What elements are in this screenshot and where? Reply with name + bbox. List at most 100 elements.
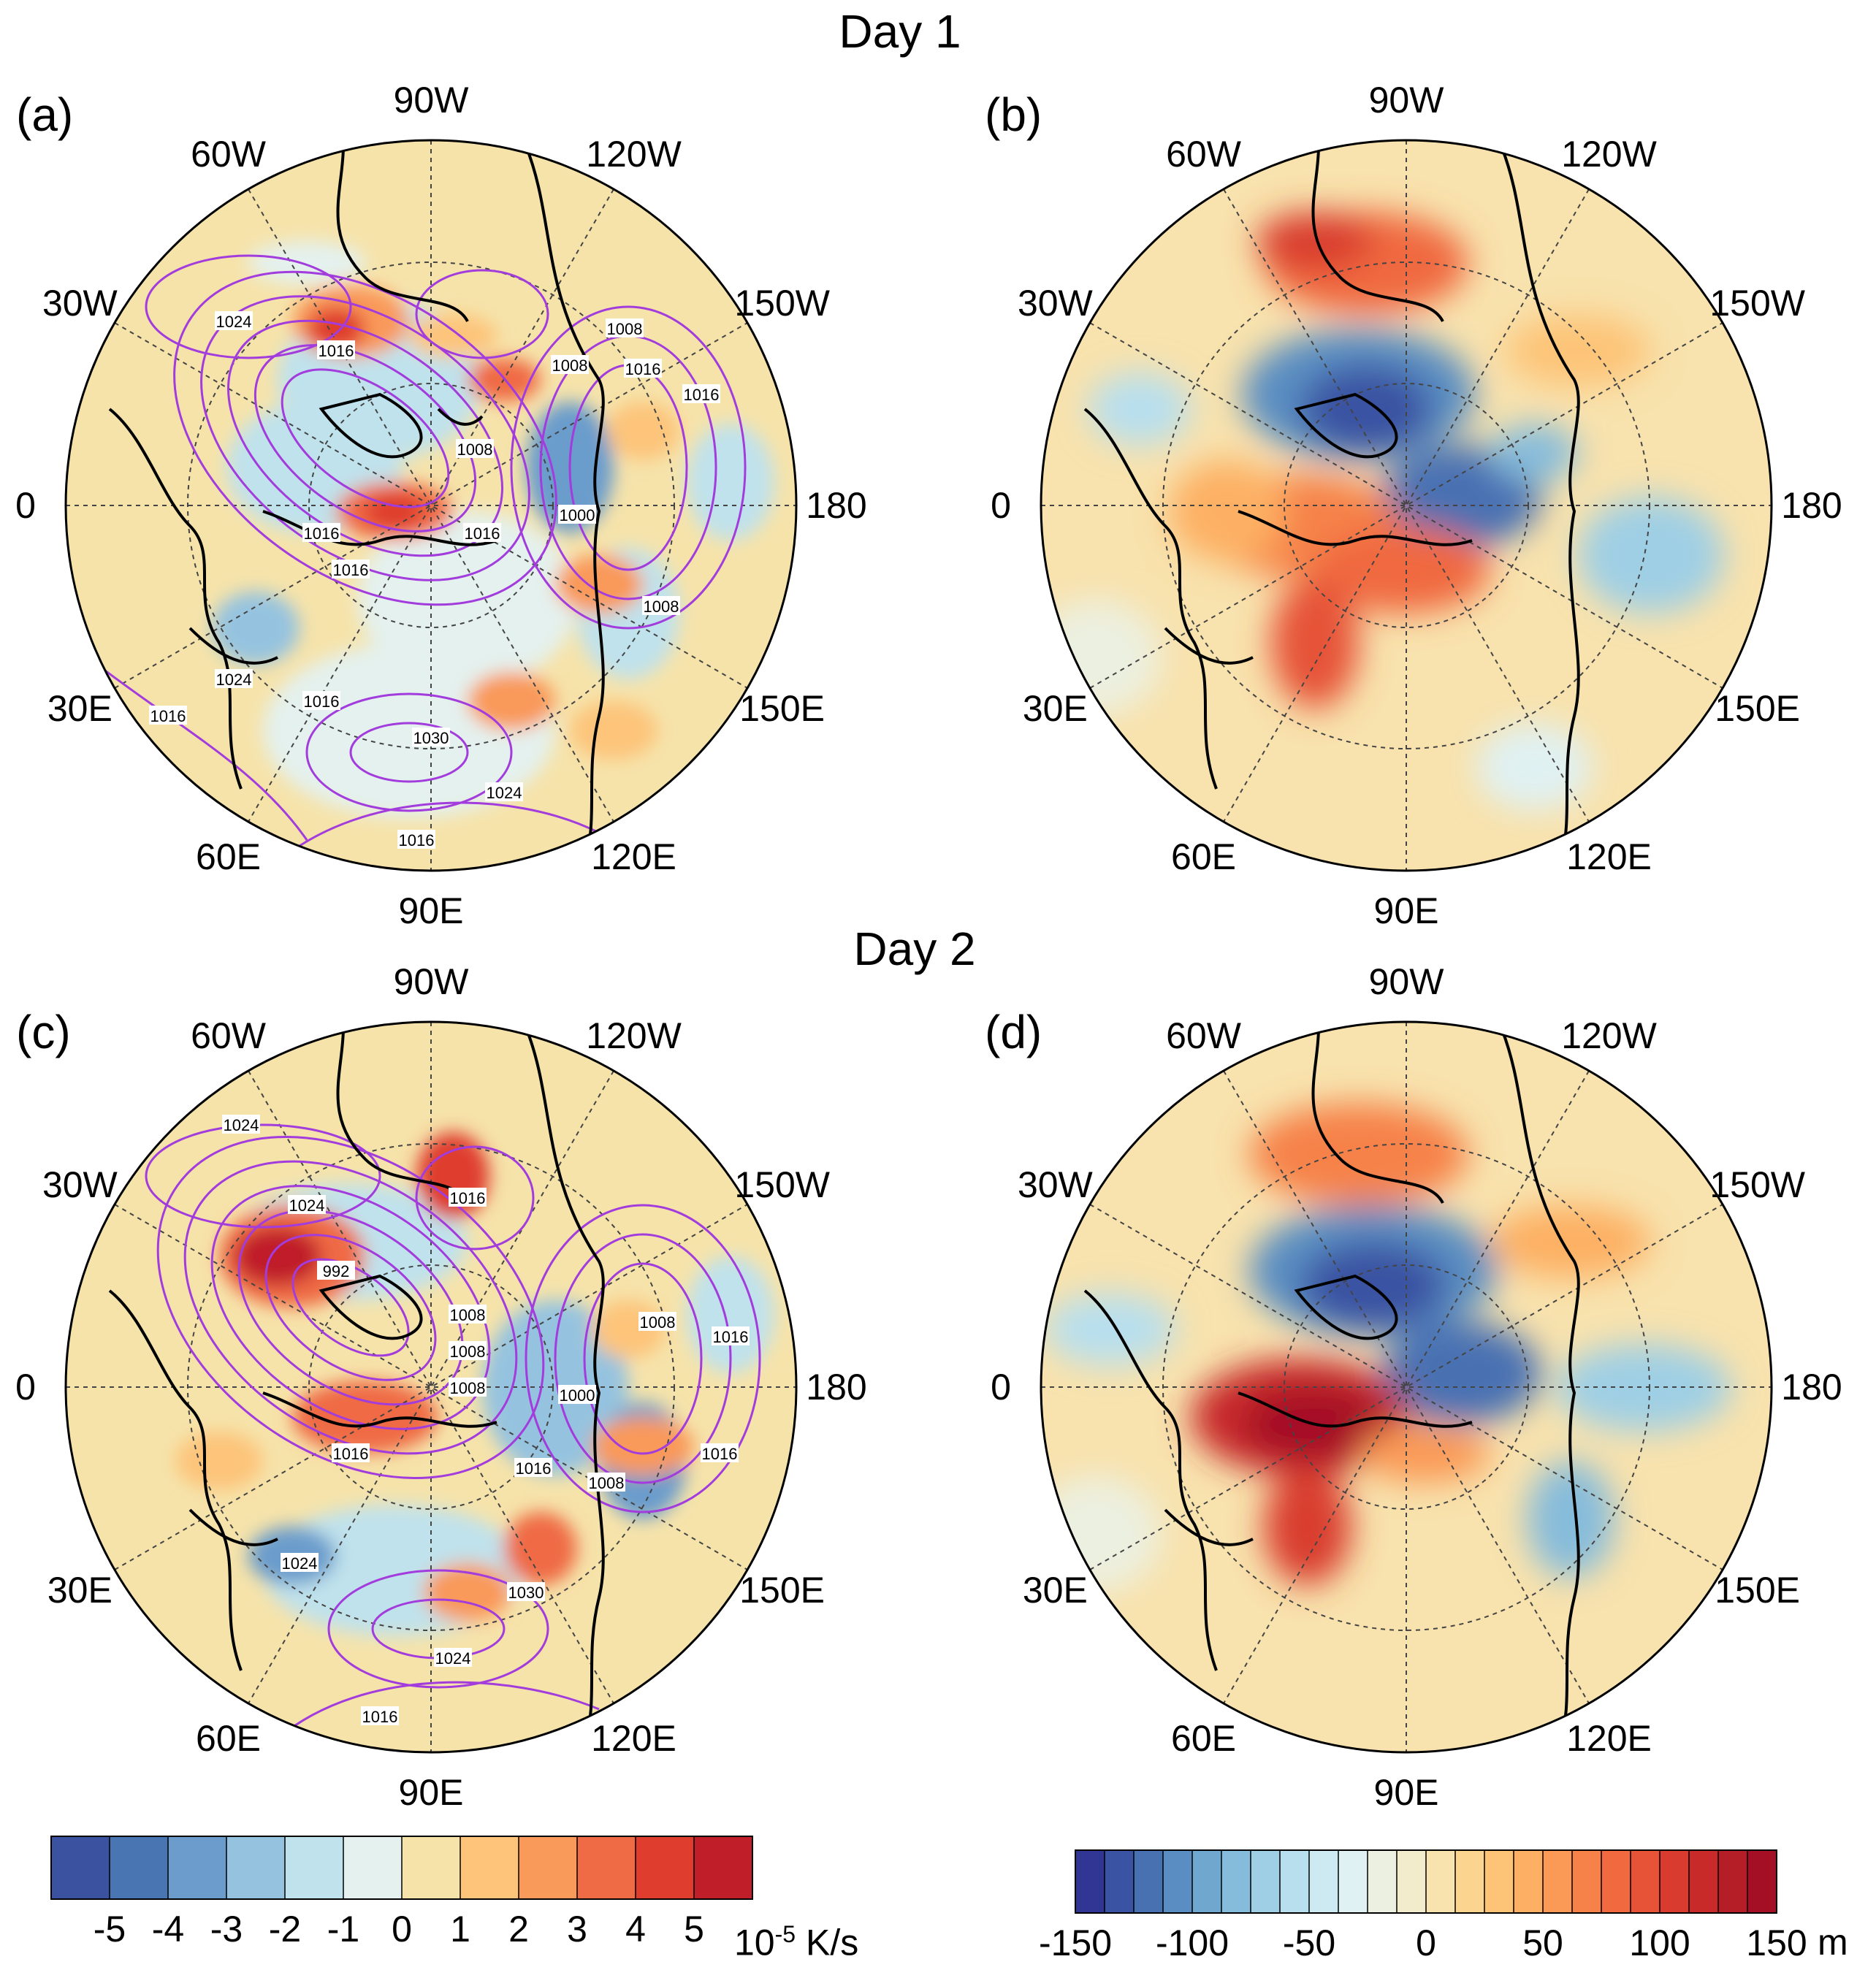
panel-a: 1024 1016 1016 1008 1016 1016 1008 1000 1008 1016…	[64, 139, 798, 872]
longitude-label: 0	[991, 485, 1011, 526]
isobar-label: 1000	[558, 1385, 596, 1405]
colorbar-swatch	[110, 1836, 169, 1899]
longitude-label: 120W	[1561, 1015, 1657, 1057]
longitude-label: 180	[1781, 1367, 1842, 1408]
isobar-label: 1008	[587, 1473, 625, 1492]
longitude-label: 60E	[196, 1717, 261, 1759]
isobar-label: 1016	[701, 1443, 739, 1463]
longitude-label: 30E	[47, 1569, 113, 1611]
isobar-label: 1024	[222, 1115, 260, 1134]
isobar-label-text: 1016	[465, 524, 500, 543]
isobar-label: 1016	[317, 340, 355, 360]
colorbar-swatch	[1514, 1850, 1544, 1913]
longitude-label: 30E	[47, 687, 113, 729]
isobar-label-text: 1000	[560, 506, 595, 524]
colorbar-swatch	[694, 1836, 753, 1899]
longitude-label: 120E	[591, 836, 676, 877]
isobar-label: 1008	[551, 355, 589, 375]
panel-a-isobars	[87, 254, 747, 863]
colorbar-swatch	[1163, 1850, 1193, 1913]
isobar-label: 1030	[507, 1582, 545, 1602]
isobar-label: 1024	[215, 311, 253, 331]
isobar-label: 1016	[514, 1458, 552, 1478]
longitude-label: 60W	[1166, 1015, 1241, 1057]
colorbar-swatch	[1221, 1850, 1251, 1913]
isobar-label: 1008	[638, 1312, 676, 1332]
panel-c-isobar-labels: 1024 1024 1016 992 1008 1016 1008 1008 1016 1000 1…	[222, 1115, 750, 1726]
longitude-label: 60E	[196, 836, 261, 877]
isobar-label: 1016	[332, 560, 370, 579]
panel-a-coastlines	[108, 145, 605, 863]
panel-c-graticule	[66, 1022, 796, 1752]
isobar-label-text: 1008	[450, 1343, 486, 1361]
colorbar-tick-label: 2	[508, 1909, 529, 1950]
isobar-label: 1016	[149, 706, 187, 725]
isobar-label-text: 1024	[216, 671, 252, 689]
longitude-label: 60W	[191, 1015, 266, 1057]
colorbar-tick-label: -3	[210, 1909, 243, 1950]
isobar-label-text: 1024	[289, 1196, 325, 1215]
unit-rest: K/s	[796, 1922, 859, 1963]
colorbar-tick-label: -50	[1282, 1922, 1336, 1963]
isobar-label-text: 1016	[702, 1445, 738, 1463]
panel-d-coastlines	[1083, 1027, 1580, 1744]
longitude-label: 90E	[398, 890, 464, 931]
isobar-label-text: 1008	[552, 356, 588, 375]
colorbar-tick-label: 5	[684, 1909, 704, 1950]
panel-d	[1040, 1020, 1773, 1754]
isobar-label-text: 1016	[516, 1459, 552, 1478]
colorbar-tick-label: 0	[1416, 1922, 1436, 1963]
longitude-label: 120W	[586, 1015, 682, 1057]
isobar-label-text: 1016	[150, 707, 186, 725]
isobar-label: 1008	[642, 596, 680, 616]
isobar-label: 1000	[558, 505, 596, 524]
isobar-label: 1016	[682, 384, 720, 404]
longitude-label: 120W	[1561, 134, 1657, 175]
colorbar-swatch	[1631, 1850, 1660, 1913]
panel-b-coastlines	[1083, 145, 1580, 863]
panel-c-label: (c)	[16, 1006, 71, 1058]
colorbar-tick-label: 4	[625, 1909, 646, 1950]
isobar-label: 1016	[624, 359, 662, 378]
panel-b-label: (b)	[985, 88, 1042, 141]
colorbar-swatch	[1572, 1850, 1602, 1913]
isobar-label: 1008	[606, 318, 644, 338]
colorbar-temperature-tendency	[50, 1836, 753, 1900]
isobar-label-text: 1008	[589, 1474, 625, 1492]
isobar-label-text: 1008	[450, 1306, 486, 1324]
colorbar-frame	[50, 1836, 753, 1900]
longitude-label: 90E	[398, 1772, 464, 1813]
colorbar-swatch	[1484, 1850, 1514, 1913]
panel-a-shading	[212, 241, 774, 818]
longitude-label: 30E	[1022, 1569, 1088, 1611]
colorbar-tick-label: -1	[327, 1909, 360, 1950]
longitude-label: 30W	[1017, 282, 1093, 324]
longitude-label: 90W	[1368, 961, 1444, 1002]
longitude-label: 60E	[1171, 836, 1236, 877]
panel-d-label: (d)	[985, 1006, 1042, 1058]
colorbar-swatch	[1426, 1850, 1456, 1913]
isobar-label: 1016	[449, 1188, 487, 1207]
panel-c-coastlines	[108, 1027, 605, 1744]
isobar-label: 1008	[449, 1378, 487, 1397]
colorbar-swatch	[1543, 1850, 1573, 1913]
isobar-label-text: 1016	[304, 524, 340, 543]
isobar-label: 1016	[302, 691, 340, 711]
colorbar-swatch	[460, 1836, 519, 1899]
colorbar-swatch	[1338, 1850, 1368, 1913]
longitude-label: 30W	[1017, 1164, 1093, 1205]
longitude-label: 150E	[739, 1569, 825, 1611]
isobar-label-text: 1008	[640, 1313, 676, 1332]
isobar-label-text: 1008	[450, 1379, 486, 1397]
colorbar-swatch	[1105, 1850, 1135, 1913]
colorbar-swatch	[636, 1836, 695, 1899]
isobar-label: 1016	[463, 523, 501, 543]
colorbar-tick-label: -2	[268, 1909, 302, 1950]
isobar-label-text: 1008	[644, 597, 679, 616]
day2-title: Day 2	[853, 923, 976, 975]
isobar-label: 1024	[215, 669, 253, 689]
longitude-label: 90E	[1373, 1772, 1439, 1813]
colorbar-tick-label: 50	[1522, 1922, 1563, 1963]
colorbar-swatch	[1455, 1850, 1485, 1913]
isobar-label: 1024	[485, 782, 523, 802]
